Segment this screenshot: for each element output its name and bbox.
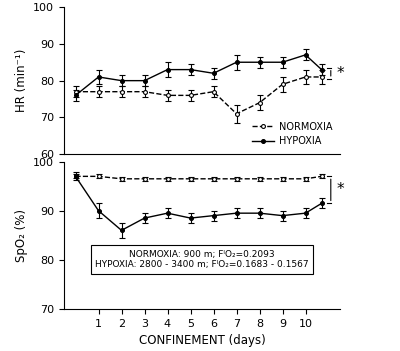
Text: *: * xyxy=(336,66,344,81)
Y-axis label: SpO₂ (%): SpO₂ (%) xyxy=(15,209,28,262)
X-axis label: CONFINEMENT (days): CONFINEMENT (days) xyxy=(139,334,265,347)
Legend: NORMOXIA, HYPOXIA: NORMOXIA, HYPOXIA xyxy=(250,119,335,150)
Text: *: * xyxy=(336,183,344,197)
Y-axis label: HR (min⁻¹): HR (min⁻¹) xyxy=(15,49,28,112)
Text: NORMOXIA: 900 m; FᴵO₂=0.2093
HYPOXIA: 2800 - 3400 m; FᴵO₂=0.1683 - 0.1567: NORMOXIA: 900 m; FᴵO₂=0.2093 HYPOXIA: 28… xyxy=(95,250,309,269)
